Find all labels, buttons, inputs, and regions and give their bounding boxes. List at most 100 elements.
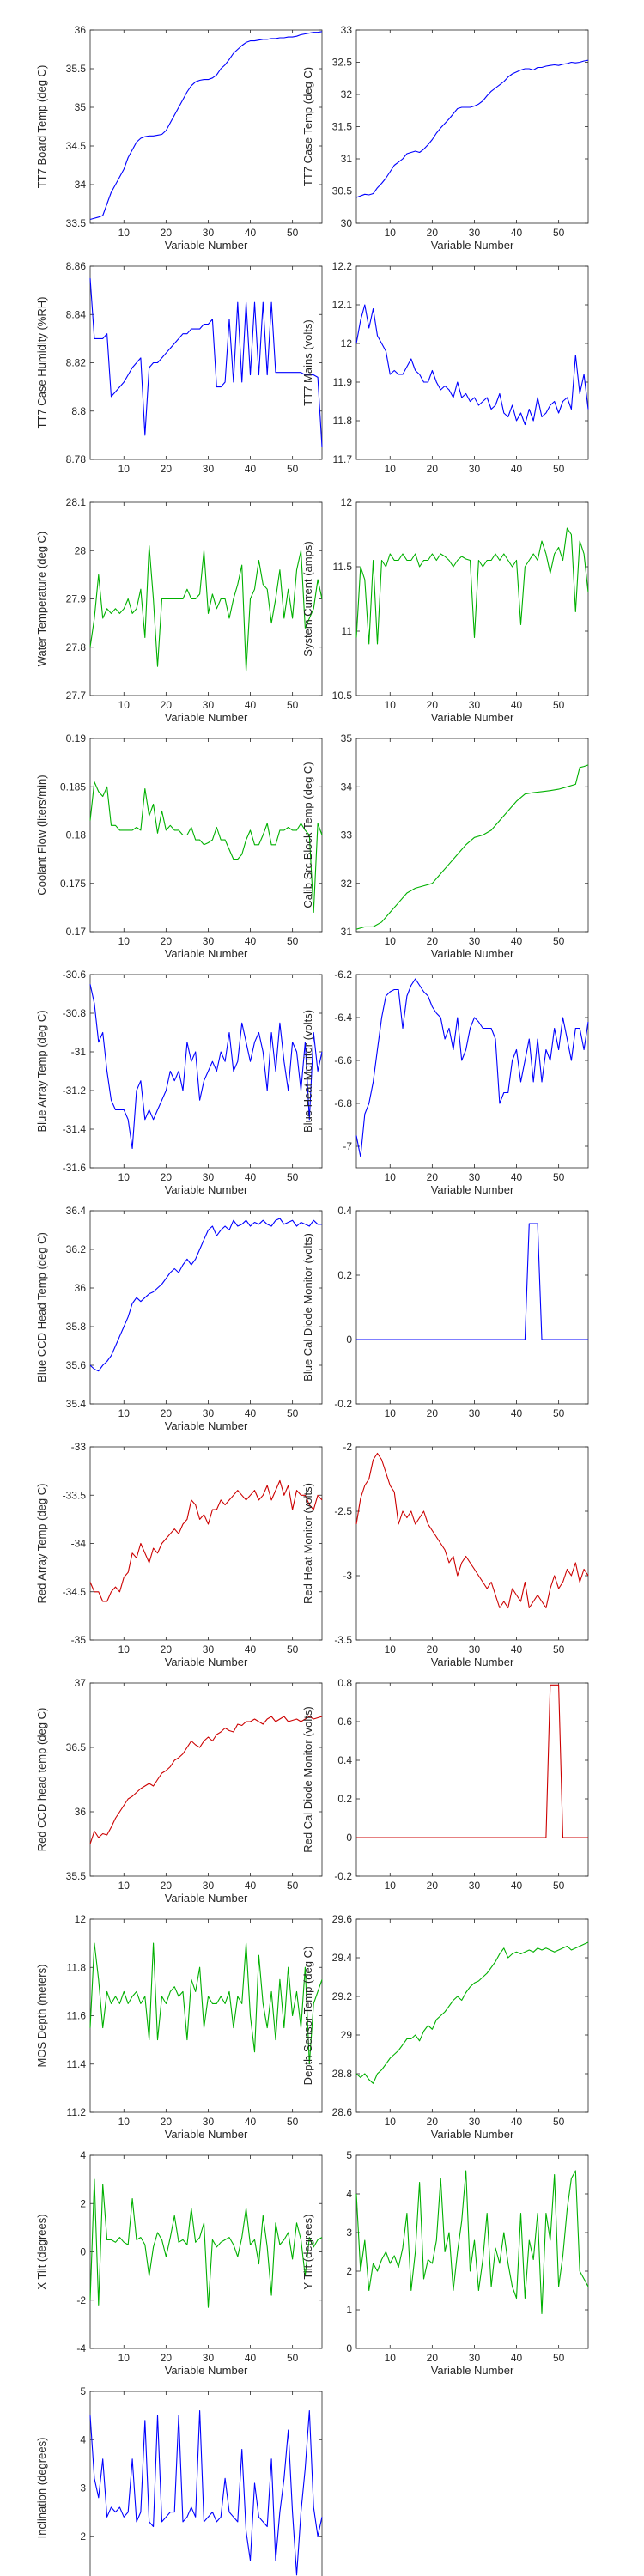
chart-panel: -7 -6.8 -6.6 -6.4 -6.2 10 20 30 40 50 Variable Num… [301, 969, 589, 1196]
x-tick-label: 40 [245, 935, 257, 947]
x-tick-label: 20 [427, 1171, 439, 1183]
x-tick-label: 10 [118, 2352, 131, 2364]
y-tick-label: 11.7 [333, 453, 353, 465]
y-tick-label: -31.2 [63, 1084, 87, 1097]
y-tick-label: 29 [341, 2029, 353, 2041]
x-tick-label: 30 [469, 1643, 481, 1656]
x-tick-label: 40 [511, 2116, 523, 2128]
x-axis-label: Variable Number [431, 2364, 514, 2377]
x-tick-label: 40 [245, 2352, 257, 2364]
plot-frame [89, 1210, 323, 1405]
x-tick-label: 30 [203, 699, 215, 711]
y-tick-label: -2.5 [334, 1505, 352, 1517]
y-tick-label: 36 [75, 1806, 87, 1818]
x-tick-label: 40 [511, 935, 523, 947]
y-tick-label: 36.4 [66, 1205, 87, 1217]
x-tick-label: 30 [469, 463, 481, 475]
plot-frame [89, 2154, 323, 2349]
y-tick-label: 34.5 [66, 140, 87, 152]
chart-panel: 8.78 8.8 8.82 8.84 8.86 10 20 30 40 50 TT7 Case Hu… [35, 260, 323, 475]
x-tick-label: 20 [427, 2352, 439, 2364]
y-tick-label: -31 [71, 1046, 87, 1058]
y-tick-label: 33 [341, 24, 353, 36]
series-line [356, 1684, 588, 1838]
y-axis-label: TT7 Case Temp (deg C) [301, 67, 314, 186]
plot-frame [89, 1682, 323, 1877]
y-axis-label: MOS Depth (meters) [35, 1965, 48, 2068]
x-tick-label: 20 [427, 699, 439, 711]
y-tick-label: -6.8 [334, 1097, 352, 1109]
y-axis-label: Blue Cal Diode Monitor (volts) [301, 1233, 314, 1382]
x-tick-label: 10 [118, 699, 131, 711]
y-tick-label: 12 [341, 496, 353, 508]
y-tick-label: 37 [75, 1677, 87, 1689]
x-tick-label: 40 [511, 699, 523, 711]
y-tick-label: 2 [346, 2265, 352, 2277]
x-tick-label: 20 [161, 699, 173, 711]
x-tick-label: 10 [118, 463, 131, 475]
x-tick-label: 20 [427, 1880, 439, 1892]
x-tick-label: 50 [553, 2116, 565, 2128]
plot-frame [355, 29, 589, 224]
x-tick-label: 50 [287, 2116, 299, 2128]
x-tick-label: 10 [118, 1407, 131, 1419]
y-axis-label: TT7 Case Humidity (%RH) [35, 297, 48, 429]
x-tick-label: 10 [385, 227, 397, 239]
y-tick-label: 36.5 [66, 1741, 87, 1753]
x-tick-label: 40 [511, 227, 523, 239]
x-axis-label: Variable Number [431, 239, 514, 252]
y-tick-label: -6.4 [334, 1012, 352, 1024]
y-tick-label: 0.18 [66, 829, 87, 841]
series-line [356, 1223, 588, 1340]
x-tick-label: 50 [553, 2352, 565, 2364]
y-axis-label: Red Heat Monitor (volts) [301, 1483, 314, 1604]
x-tick-label: 10 [118, 227, 131, 239]
x-tick-label: 20 [427, 935, 439, 947]
x-tick-label: 20 [161, 2116, 173, 2128]
y-tick-label: 11 [342, 625, 353, 637]
plot-frame [355, 2154, 589, 2349]
x-tick-label: 50 [287, 699, 299, 711]
plot-frame [355, 1446, 589, 1641]
x-tick-label: 40 [245, 699, 257, 711]
x-tick-label: 50 [553, 935, 565, 947]
x-tick-label: 30 [469, 1171, 481, 1183]
y-tick-label: 29.6 [332, 1913, 353, 1925]
x-tick-label: 40 [511, 1643, 523, 1656]
y-axis-label: TT7 Mains (volts) [301, 319, 314, 405]
y-tick-label: 31 [341, 926, 353, 938]
x-tick-label: 50 [553, 463, 565, 475]
x-tick-label: 50 [287, 2352, 299, 2364]
series-line [355, 2170, 589, 2315]
y-tick-label: -30.6 [63, 969, 87, 981]
y-axis-label: Red CCD head temp (deg C) [35, 1708, 48, 1852]
y-tick-label: 29.2 [332, 1990, 353, 2002]
y-tick-label: 32.5 [332, 57, 353, 69]
y-tick-label: -31.4 [63, 1123, 87, 1135]
y-axis-label: TT7 Board Temp (deg C) [35, 65, 48, 189]
plot-frame [89, 501, 323, 696]
plot-frame [89, 1918, 323, 2113]
y-tick-label: 35.8 [66, 1321, 87, 1333]
y-tick-label: 27.9 [66, 593, 87, 605]
y-tick-label: 11.4 [67, 2058, 87, 2070]
y-tick-label: 8.82 [66, 357, 87, 369]
y-tick-label: 5 [80, 2385, 86, 2397]
series-line [89, 1479, 323, 1602]
plot-frame [355, 738, 589, 933]
y-tick-label: 28.8 [332, 2068, 353, 2080]
y-tick-label: 34 [341, 781, 353, 793]
x-tick-label: 20 [427, 463, 439, 475]
x-tick-label: 40 [245, 227, 257, 239]
x-tick-label: 40 [511, 2352, 523, 2364]
y-tick-label: 27.8 [66, 641, 87, 653]
y-tick-label: 28 [75, 544, 87, 556]
chart-panel: 30 30.5 31 31.5 32 32.5 33 10 20 30 40 50 Variable N… [301, 24, 589, 252]
y-axis-label: Y Tilt (degrees) [301, 2215, 314, 2290]
y-tick-label: -4 [76, 2342, 86, 2354]
y-axis-label: Blue Heat Monitor (volts) [301, 1010, 314, 1133]
y-tick-label: -34 [71, 1538, 87, 1550]
y-tick-label: 27.7 [66, 690, 87, 702]
series-line [355, 1941, 589, 2084]
